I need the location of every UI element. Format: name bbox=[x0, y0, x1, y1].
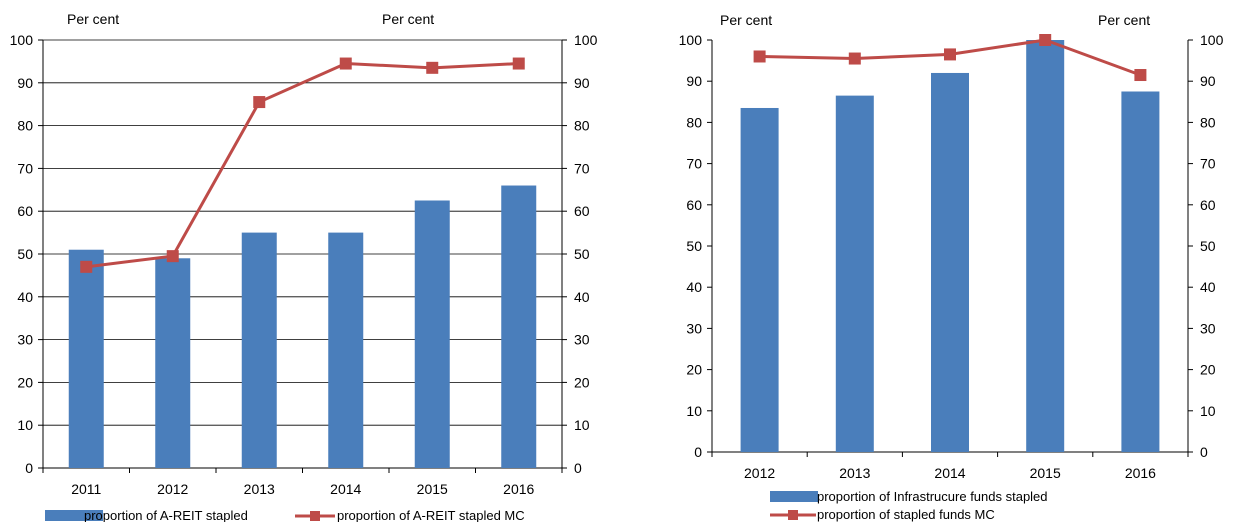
x-tick-label: 2012 bbox=[157, 481, 188, 497]
bar-2013 bbox=[241, 232, 277, 468]
y2-tick-label: 50 bbox=[1200, 238, 1216, 254]
bar-2013 bbox=[835, 95, 874, 453]
y-unit-label: Per cent bbox=[720, 12, 772, 28]
y2-tick-label: 60 bbox=[574, 203, 590, 219]
line-point-2016 bbox=[512, 57, 525, 70]
x-tick-label: 2016 bbox=[503, 481, 534, 497]
y2-tick-label: 90 bbox=[574, 75, 590, 91]
bar-2012 bbox=[740, 107, 779, 452]
y-tick-label: 70 bbox=[17, 160, 33, 176]
legend-swatch-bar bbox=[45, 510, 103, 521]
y-tick-label: 30 bbox=[686, 320, 702, 336]
y-tick-label: 60 bbox=[17, 203, 33, 219]
y2-tick-label: 30 bbox=[1200, 320, 1216, 336]
y2-tick-label: 40 bbox=[574, 289, 590, 305]
line-point-2014 bbox=[339, 57, 352, 70]
y-unit-label: Per cent bbox=[67, 11, 119, 27]
y-tick-label: 10 bbox=[686, 403, 702, 419]
y2-unit-label: Per cent bbox=[1098, 12, 1150, 28]
legend-swatch-marker bbox=[310, 511, 320, 521]
x-tick-label: 2011 bbox=[71, 481, 101, 497]
bar-2016 bbox=[1121, 91, 1160, 452]
y2-tick-label: 90 bbox=[1200, 73, 1216, 89]
x-tick-label: 2012 bbox=[744, 465, 775, 481]
y-tick-label: 80 bbox=[686, 114, 702, 130]
y-tick-label: 70 bbox=[686, 156, 702, 172]
y-tick-label: 60 bbox=[686, 197, 702, 213]
y-tick-label: 20 bbox=[686, 362, 702, 378]
y-tick-label: 80 bbox=[17, 118, 33, 134]
legend-label-bar: proportion of A-REIT stapled bbox=[84, 508, 248, 522]
y2-tick-label: 70 bbox=[574, 160, 590, 176]
y-tick-label: 0 bbox=[694, 444, 702, 460]
y2-tick-label: 80 bbox=[1200, 114, 1216, 130]
legend-swatch-bar bbox=[770, 491, 818, 502]
x-tick-label: 2013 bbox=[244, 481, 275, 497]
y-tick-label: 90 bbox=[17, 75, 33, 91]
x-tick-label: 2014 bbox=[330, 481, 361, 497]
bar-2015 bbox=[1026, 40, 1065, 452]
legend-label-line: proportion of A-REIT stapled MC bbox=[337, 508, 525, 522]
line-point-2012 bbox=[166, 250, 179, 263]
y2-tick-label: 30 bbox=[574, 332, 590, 348]
chart-2: 0 0 10 10 20 20 30 30 40 40 50 50 60 60 70 70 80 80 90 90 10… bbox=[679, 12, 1224, 522]
line-point-2012 bbox=[753, 50, 766, 63]
y2-tick-label: 70 bbox=[1200, 156, 1216, 172]
y-tick-label: 10 bbox=[17, 417, 33, 433]
bar-2014 bbox=[931, 72, 969, 453]
x-tick-label: 2015 bbox=[1030, 465, 1061, 481]
legend-label-line: proportion of stapled funds MC bbox=[817, 507, 995, 522]
series-line bbox=[86, 62, 519, 269]
y2-tick-label: 100 bbox=[1200, 32, 1224, 48]
line-point-2016 bbox=[1134, 69, 1147, 82]
y2-tick-label: 10 bbox=[1200, 403, 1216, 419]
x-tick-label: 2016 bbox=[1125, 465, 1156, 481]
legend-label-bar: proportion of Infrastrucure funds staple… bbox=[817, 489, 1048, 504]
y-tick-label: 40 bbox=[17, 289, 33, 305]
chart-1: 0 0 10 10 20 20 30 30 40 40 50 50 60 60 70 70 80 80 90 90 10… bbox=[10, 11, 598, 523]
bar-2014 bbox=[328, 232, 364, 468]
y-tick-label: 100 bbox=[679, 32, 703, 48]
y-tick-label: 40 bbox=[686, 279, 702, 295]
y-tick-label: 90 bbox=[686, 73, 702, 89]
y2-tick-label: 100 bbox=[574, 32, 598, 48]
line-point-2013 bbox=[253, 96, 266, 109]
y2-tick-label: 20 bbox=[574, 374, 590, 390]
x-tick-label: 2013 bbox=[839, 465, 870, 481]
line-point-2013 bbox=[848, 52, 861, 65]
bar-2011 bbox=[68, 249, 104, 468]
x-tick-label: 2014 bbox=[934, 465, 965, 481]
y2-tick-label: 50 bbox=[574, 246, 590, 262]
line-point-2015 bbox=[426, 61, 439, 74]
y2-tick-label: 20 bbox=[1200, 362, 1216, 378]
legend-swatch-marker bbox=[788, 510, 798, 520]
y2-tick-label: 0 bbox=[574, 460, 582, 476]
y2-tick-label: 0 bbox=[1200, 444, 1208, 460]
x-tick-label: 2015 bbox=[417, 481, 448, 497]
y-tick-label: 50 bbox=[17, 246, 33, 262]
line-point-2015 bbox=[1039, 34, 1052, 46]
y2-tick-label: 60 bbox=[1200, 197, 1216, 213]
y2-tick-label: 80 bbox=[574, 118, 590, 134]
y-tick-label: 50 bbox=[686, 238, 702, 254]
y-tick-label: 20 bbox=[17, 374, 33, 390]
y-tick-label: 0 bbox=[25, 460, 33, 476]
bar-2012 bbox=[155, 258, 191, 468]
bar-2016 bbox=[501, 185, 537, 468]
y2-tick-label: 10 bbox=[574, 417, 590, 433]
y-tick-label: 100 bbox=[10, 32, 34, 48]
y2-unit-label: Per cent bbox=[382, 11, 434, 27]
y-tick-label: 30 bbox=[17, 332, 33, 348]
bar-2015 bbox=[414, 200, 450, 468]
line-point-2011 bbox=[80, 260, 93, 273]
y2-tick-label: 40 bbox=[1200, 279, 1216, 295]
line-point-2014 bbox=[944, 48, 956, 61]
